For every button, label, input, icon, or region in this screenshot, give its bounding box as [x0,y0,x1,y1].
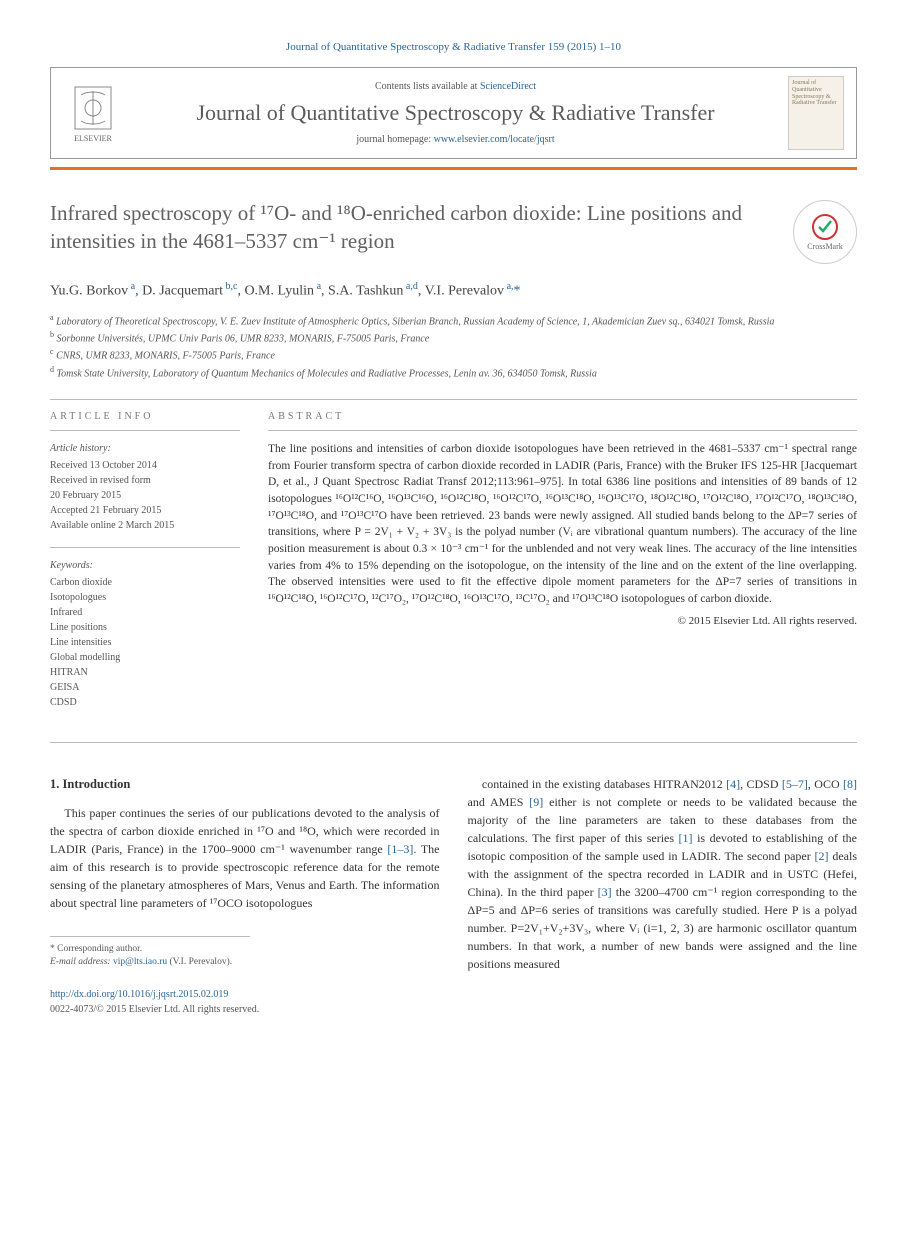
doi-link[interactable]: http://dx.doi.org/10.1016/j.jqsrt.2015.0… [50,989,228,1000]
issn-line: 0022-4073/© 2015 Elsevier Ltd. All right… [50,1002,440,1017]
section-heading: 1. Introduction [50,775,440,794]
separator [268,430,857,431]
abstract-heading: ABSTRACT [268,410,857,424]
journal-header-center: Contents lists available at ScienceDirec… [135,80,776,146]
article-info-heading: ARTICLE INFO [50,410,240,424]
crossmark-badge[interactable]: CrossMark [793,200,857,264]
contents-label: Contents lists available at [375,81,480,92]
intro-column-left: 1. Introduction This paper continues the… [50,775,440,1017]
journal-citation[interactable]: Journal of Quantitative Spectroscopy & R… [50,40,857,55]
journal-header: ELSEVIER Contents lists available at Sci… [50,67,857,159]
homepage-label: journal homepage: [356,134,433,145]
authors-line: Yu.G. Borkov a, D. Jacquemart b,c, O.M. … [50,280,857,301]
separator [50,430,240,431]
separator [50,399,857,400]
article-title: Infrared spectroscopy of ¹⁷O- and ¹⁸O-en… [50,200,773,255]
keywords-block: Keywords: Carbon dioxideIsotopologuesInf… [50,558,240,710]
intro-column-right: contained in the existing databases HITR… [468,775,858,1017]
journal-name: Journal of Quantitative Spectroscopy & R… [135,100,776,126]
article-history: Article history: Received 13 October 201… [50,441,240,533]
elsevier-logo: ELSEVIER [63,78,123,148]
affiliations: a Laboratory of Theoretical Spectroscopy… [50,312,857,381]
sciencedirect-link[interactable]: ScienceDirect [480,81,536,92]
abstract-copyright: © 2015 Elsevier Ltd. All rights reserved… [268,614,857,629]
journal-homepage-link[interactable]: www.elsevier.com/locate/jqsrt [434,134,555,145]
separator [50,742,857,743]
abstract-body: The line positions and intensities of ca… [268,441,857,608]
accent-bar [50,167,857,170]
journal-cover-thumb: Journal of Quantitative Spectroscopy & R… [788,76,844,150]
footnote-separator [50,936,250,937]
separator [50,547,240,548]
email-link[interactable]: vip@lts.iao.ru [113,957,167,967]
corresponding-author-footnote: * Corresponding author. E-mail address: … [50,943,440,970]
